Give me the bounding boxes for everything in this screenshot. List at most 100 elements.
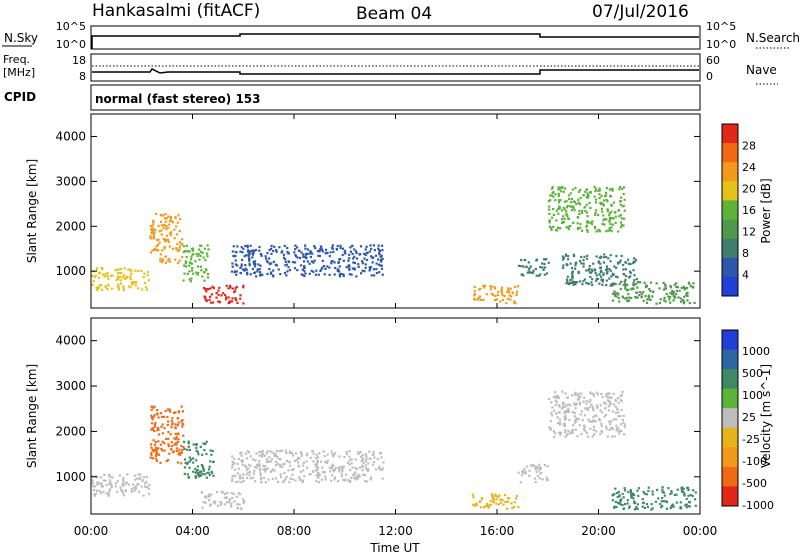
data-cell [602, 256, 605, 259]
data-cell [601, 210, 604, 213]
data-cell [611, 427, 614, 431]
data-cell [582, 265, 585, 268]
data-cell [620, 429, 623, 432]
data-cell [165, 460, 168, 463]
data-cell [520, 259, 523, 262]
data-cell [605, 393, 608, 396]
data-cell [633, 494, 636, 497]
data-cell [342, 465, 345, 468]
data-cell [288, 481, 291, 484]
data-cell [275, 454, 278, 458]
data-cell [142, 475, 146, 479]
data-cell [567, 255, 570, 258]
data-cell [673, 283, 676, 286]
data-cell [595, 255, 598, 258]
data-cell [218, 286, 221, 289]
data-cell [365, 480, 368, 483]
data-cell [626, 258, 630, 261]
data-cell [381, 273, 384, 276]
data-cell [312, 261, 315, 264]
data-cell [482, 284, 485, 287]
colorbar-segment [722, 349, 738, 370]
data-cell [663, 494, 666, 497]
data-cell [269, 450, 272, 453]
data-cell [163, 442, 166, 445]
data-cell [332, 250, 335, 253]
data-cell [585, 203, 588, 206]
colorbar-tick-label: 12 [742, 226, 756, 239]
data-cell [203, 279, 206, 282]
data-cell [589, 427, 592, 430]
data-cell [250, 249, 253, 253]
data-cell [598, 419, 601, 422]
data-cell [91, 283, 94, 286]
data-cell [288, 460, 291, 463]
data-cell [119, 486, 122, 489]
data-cell [132, 486, 136, 489]
data-cell [569, 225, 572, 228]
data-cell [285, 475, 288, 478]
data-cell [364, 464, 367, 467]
data-cell [623, 198, 626, 201]
data-cell [165, 437, 168, 440]
data-cell [167, 458, 170, 462]
data-cell [557, 396, 560, 400]
data-cell [526, 271, 529, 274]
data-cell [212, 286, 215, 290]
data-cell [115, 279, 118, 282]
data-cell [131, 283, 134, 286]
data-cell [527, 268, 530, 271]
data-cell [353, 267, 356, 270]
data-cell [566, 206, 569, 209]
data-cell [108, 479, 111, 482]
data-cell [176, 417, 179, 420]
data-cell [207, 248, 210, 251]
data-cell [365, 466, 368, 469]
data-cell [204, 501, 207, 504]
data-cell [550, 414, 554, 417]
data-cell [181, 419, 184, 422]
data-cell [150, 416, 153, 419]
data-cell [600, 411, 603, 414]
data-cell [148, 484, 151, 487]
data-cell [170, 419, 174, 423]
data-cell [626, 283, 629, 286]
data-cell [378, 271, 381, 274]
data-cell [246, 271, 249, 274]
data-cell [276, 462, 279, 466]
data-cell [598, 229, 601, 232]
data-cell [117, 286, 120, 289]
data-cell [268, 268, 271, 271]
data-cell [243, 269, 246, 272]
data-cell [556, 226, 559, 229]
data-cell [554, 399, 557, 402]
data-cell [513, 505, 516, 508]
data-cell [240, 263, 243, 266]
data-cell [593, 185, 596, 189]
data-cell [317, 254, 320, 257]
data-cell [576, 222, 579, 225]
data-cell [242, 501, 245, 504]
data-cell [556, 394, 560, 398]
data-cell [567, 430, 570, 433]
data-cell [576, 215, 579, 219]
data-cell [541, 262, 544, 265]
data-cell [509, 287, 512, 290]
data-cell [594, 212, 597, 215]
data-cell [591, 270, 594, 273]
data-cell [272, 275, 275, 278]
data-cell [622, 192, 625, 196]
data-cell [621, 418, 624, 421]
data-cell [175, 225, 178, 228]
data-cell [357, 475, 360, 478]
data-cell [522, 265, 525, 268]
data-cell [93, 494, 97, 497]
data-cell [375, 271, 378, 275]
data-cell [211, 285, 214, 288]
data-cell [227, 287, 230, 290]
data-cell [628, 270, 632, 273]
data-cell [644, 295, 647, 298]
colorbar-tick-label: -1000 [742, 499, 774, 512]
data-cell [156, 429, 159, 432]
